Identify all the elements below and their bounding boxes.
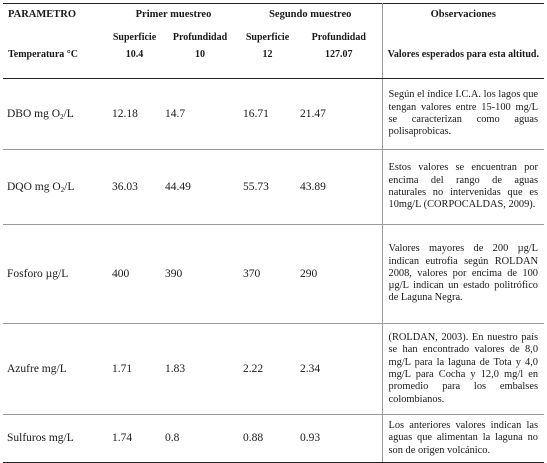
value-cell: 43.89 (296, 149, 383, 225)
value-cell: 370 (239, 224, 296, 324)
value-cell: 55.73 (239, 149, 296, 225)
param-cell: Fosforo µg/L (3, 224, 108, 324)
header-parametro: PARAMETRO (3, 3, 108, 44)
value-cell: 2.22 (239, 323, 296, 415)
table-header: PARAMETRO Primer muestreo Segundo muestr… (3, 3, 545, 79)
value-cell: 0.88 (239, 414, 296, 463)
value-cell: 2.34 (296, 323, 383, 415)
obs-cell: Estos valores se encuentran por encima d… (381, 149, 545, 225)
param-cell: Azufre mg/L (3, 323, 108, 415)
obs-cell: (ROLDAN, 2003). En nuestro país se han e… (381, 323, 545, 415)
header-primer-muestreo: Primer muestreo (108, 3, 239, 30)
table-figure: PARAMETRO Primer muestreo Segundo muestr… (3, 3, 545, 463)
value-cell: 290 (296, 224, 383, 324)
header-segundo-muestreo: Segundo muestreo (239, 3, 383, 30)
header-superficie-1: Superficie (108, 30, 161, 44)
value-cell: 1.74 (108, 414, 161, 463)
obs-cell: Los anteriores valores indican las aguas… (381, 414, 545, 463)
header-profundidad-1: Profundidad (161, 30, 239, 44)
value-cell: 44.49 (161, 149, 239, 225)
value-cell: 1.71 (108, 323, 161, 415)
value-cell: 400 (108, 224, 161, 324)
table-row: Fosforo µg/L 400 390 370 290 Valores may… (3, 224, 545, 324)
value-cell: 0.93 (296, 414, 383, 463)
header-profundidad-2: Profundidad (296, 30, 383, 44)
table-row: Azufre mg/L 1.71 1.83 2.22 2.34 (ROLDAN,… (3, 323, 545, 415)
table-body: DBO mg O2/L 12.18 14.7 16.71 21.47 Según… (3, 78, 545, 463)
table-row: Sulfuros mg/L 1.74 0.8 0.88 0.93 Los ant… (3, 414, 545, 463)
value-cell: 36.03 (108, 149, 161, 225)
obs-cell: Valores mayores de 200 µg/L indican eutr… (381, 224, 545, 324)
obs-cell: Según el índice I.C.A. los lagos que ten… (381, 78, 545, 150)
temp-profundidad-2: 127.07 (296, 44, 383, 79)
value-cell: 1.83 (161, 323, 239, 415)
param-cell: DBO mg O2/L (3, 78, 108, 150)
table-row: DQO mg O2/L 36.03 44.49 55.73 43.89 Esto… (3, 149, 545, 225)
temp-superficie-1: 10.4 (108, 44, 161, 79)
header-superficie-2: Superficie (239, 30, 296, 44)
value-cell: 16.71 (239, 78, 296, 150)
header-obs-subtitle: Valores esperados para esta altitud. (381, 44, 545, 79)
table-row: DBO mg O2/L 12.18 14.7 16.71 21.47 Según… (3, 78, 545, 150)
value-cell: 390 (161, 224, 239, 324)
param-cell: DQO mg O2/L (3, 149, 108, 225)
water-quality-table: PARAMETRO Primer muestreo Segundo muestr… (3, 3, 545, 463)
header-observaciones: Observaciones (381, 3, 545, 44)
temp-profundidad-1: 10 (161, 44, 239, 79)
param-cell: Sulfuros mg/L (3, 414, 108, 463)
value-cell: 14.7 (161, 78, 239, 150)
header-temperatura: Temperatura °C (3, 44, 108, 79)
value-cell: 0.8 (161, 414, 239, 463)
value-cell: 12.18 (108, 78, 161, 150)
value-cell: 21.47 (296, 78, 383, 150)
temp-superficie-2: 12 (239, 44, 296, 79)
